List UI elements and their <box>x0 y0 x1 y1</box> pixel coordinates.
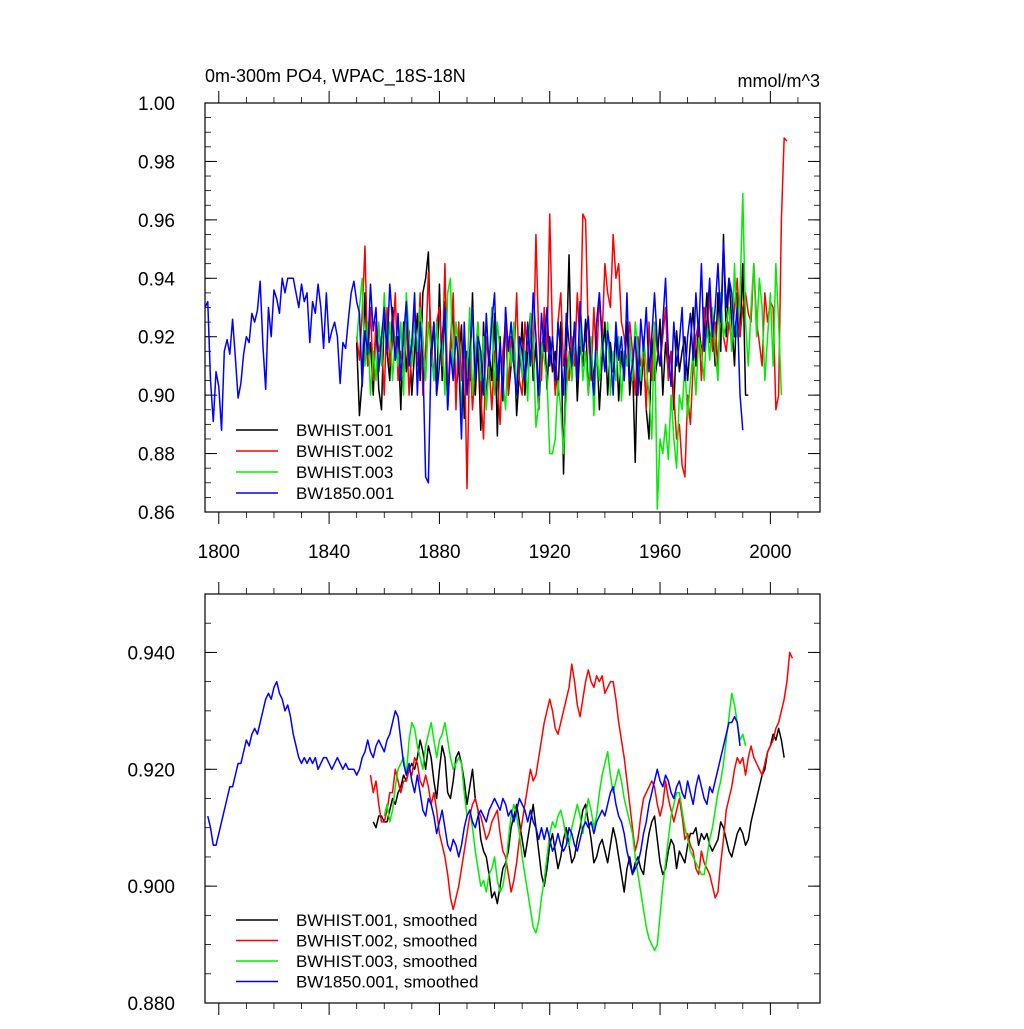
y-tick-label: 0.940 <box>127 643 175 664</box>
chart-title: 0m-300m PO4, WPAC_18S-18N <box>205 66 466 87</box>
legend-label: BWHIST.003 <box>296 463 393 482</box>
chart-panel-1: 0.86 0.88 0.90 0.92 0.94 0.96 0.98 1.00 1800 1840… <box>138 66 821 563</box>
y-tick-label: 1.00 <box>138 94 175 115</box>
series-line-bwhist-003-smoothed <box>383 692 747 952</box>
series-line-bwhist-002-smoothed <box>369 651 794 911</box>
legend-label: BW1850.001, smoothed <box>296 973 478 992</box>
y-tick-label: 0.90 <box>138 386 175 407</box>
series-line-bwhist-001-smoothed <box>372 727 785 905</box>
series-line-bw1850-001 <box>205 242 744 484</box>
x-tick-label: 1840 <box>308 542 350 563</box>
x-tick-label: 1800 <box>198 542 240 563</box>
legend-label: BWHIST.001, smoothed <box>296 911 477 930</box>
series-line-bwhist-003 <box>355 192 783 510</box>
legend-label: BWHIST.001 <box>296 421 393 440</box>
y-tick-label: 0.86 <box>138 503 175 524</box>
legend-label: BWHIST.002 <box>296 442 393 461</box>
legend-label: BWHIST.003, smoothed <box>296 952 477 971</box>
y-tick-label: 0.880 <box>127 994 175 1015</box>
series-group <box>205 137 788 510</box>
y-tick-label: 0.920 <box>127 760 175 781</box>
chart-panel-2: 0.880 0.900 0.920 0.940 BWHIST.001, smoothed… <box>127 582 821 1015</box>
y-tick-label: 0.900 <box>127 877 175 898</box>
series-line-bw1850-001-smoothed <box>207 680 741 876</box>
x-tick-label: 1960 <box>639 542 681 563</box>
x-tick-label: 1920 <box>529 542 571 563</box>
y-tick-label: 0.94 <box>138 269 175 290</box>
series-group <box>207 651 794 952</box>
legend-label: BW1850.001 <box>296 484 394 503</box>
series-line-bwhist-001 <box>355 233 749 475</box>
y-tick-label: 0.88 <box>138 445 175 466</box>
series-line-bwhist-002 <box>355 137 788 490</box>
y-tick-label: 0.92 <box>138 328 175 349</box>
x-tick-label: 1880 <box>418 542 460 563</box>
legend-label: BWHIST.002, smoothed <box>296 932 477 951</box>
units-label: mmol/m^3 <box>738 71 820 91</box>
y-tick-label: 0.98 <box>138 152 175 173</box>
y-tick-label: 0.96 <box>138 211 175 232</box>
x-tick-label: 2000 <box>749 542 791 563</box>
